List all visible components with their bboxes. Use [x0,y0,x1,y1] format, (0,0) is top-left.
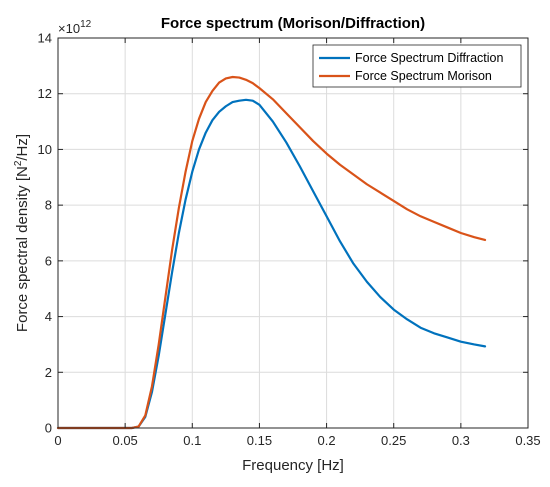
x-tick-label: 0.2 [318,433,336,448]
x-tick-label: 0.1 [183,433,201,448]
x-tick-label: 0.25 [381,433,406,448]
y-tick-label: 2 [45,365,52,380]
legend-box [312,44,522,88]
y-axis-label-suffix: /Hz] [14,134,31,161]
x-tick-label: 0.3 [452,433,470,448]
y-tick-label: 4 [45,309,52,324]
chart-title: Force spectrum (Morison/Diffraction) [161,15,425,32]
y-exponent: ×1012 [58,19,92,36]
x-tick-label: 0.05 [112,433,137,448]
grid [57,37,529,429]
y-tick-label: 10 [38,142,52,157]
y-axis-label: Force spectral density [N2/Hz] [13,134,31,332]
x-axis-label: Frequency [Hz] [242,457,344,474]
y-tick-label: 6 [45,253,52,268]
series-line-diffraction [56,98,487,430]
series-line-morison [56,75,487,430]
y-axis-label-sup: 2 [13,160,24,166]
y-tick-label: 0 [45,421,52,436]
legend: Force Spectrum Diffraction Force Spectru… [312,44,522,88]
series-lines [56,75,487,430]
plot-area [58,38,528,428]
ticks: 0 0.05 0.1 0.15 0.2 0.25 0.3 0.35 0 2 4 6 8 10 12 14 [38,31,541,449]
y-tick-label: 12 [38,86,52,101]
legend-label-diffraction: Force Spectrum Diffraction [355,51,503,65]
y-tick-label: 14 [38,31,52,46]
y-exponent-power: 12 [80,19,92,30]
x-tick-label: 0 [54,433,61,448]
y-exponent-base: ×10 [58,21,80,36]
axes-box [57,37,529,429]
x-tick-label: 0.35 [515,433,540,448]
y-tick-label: 8 [45,198,52,213]
x-tick-label: 0.15 [247,433,272,448]
legend-label-morison: Force Spectrum Morison [355,69,492,83]
y-axis-label-prefix: Force spectral density [N [14,166,31,332]
